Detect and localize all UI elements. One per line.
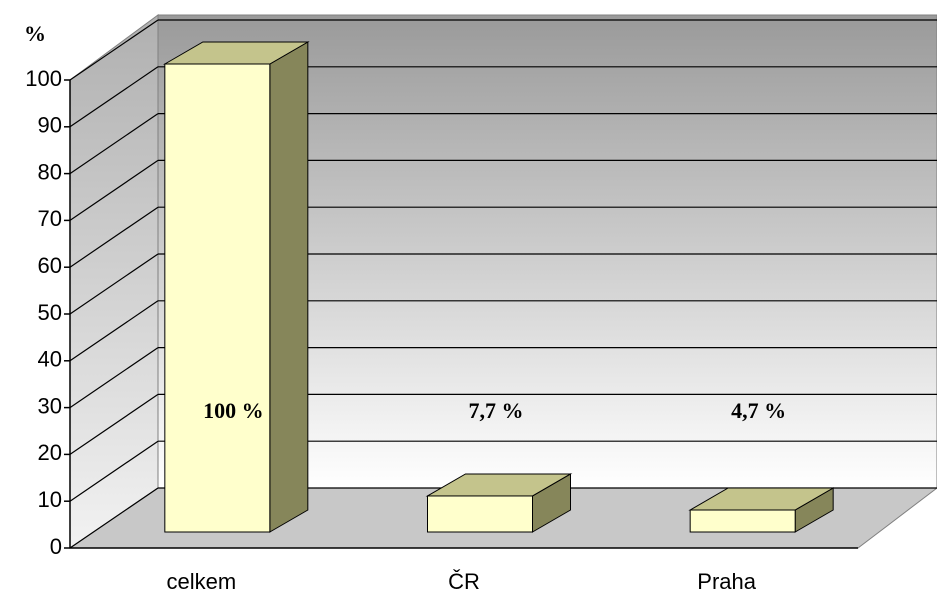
grid-line bbox=[69, 347, 159, 409]
bar bbox=[164, 63, 271, 533]
y-tick-label: 100 bbox=[25, 66, 62, 91]
y-tick-label: 30 bbox=[38, 393, 62, 418]
grid-line bbox=[69, 440, 159, 502]
bar bbox=[427, 495, 533, 533]
grid-line bbox=[69, 19, 159, 81]
y-tick-label: 40 bbox=[38, 347, 62, 372]
value-label: 100 % bbox=[203, 398, 264, 423]
y-tick-label: 90 bbox=[38, 113, 62, 138]
y-tick-label: 60 bbox=[38, 253, 62, 278]
y-tick-label: 80 bbox=[38, 159, 62, 184]
y-tick-label: 0 bbox=[50, 534, 62, 559]
y-tick-label: 70 bbox=[38, 206, 62, 231]
x-tick-label: Praha bbox=[697, 569, 756, 594]
grid-line bbox=[69, 487, 159, 549]
y-tick-label: 10 bbox=[38, 487, 62, 512]
value-label: 4,7 % bbox=[731, 398, 786, 423]
grid-line bbox=[69, 113, 159, 175]
grid-line bbox=[69, 206, 159, 268]
y-tick-label: 20 bbox=[38, 440, 62, 465]
bar-side bbox=[269, 41, 309, 533]
bar bbox=[689, 509, 796, 533]
grid-line bbox=[69, 66, 159, 128]
y-tick-label: 50 bbox=[38, 300, 62, 325]
x-tick-label: celkem bbox=[166, 569, 236, 594]
y-axis-label: % bbox=[24, 21, 46, 46]
grid-line bbox=[69, 393, 159, 455]
grid-line bbox=[69, 253, 159, 315]
grid-line bbox=[69, 159, 159, 221]
side-wall bbox=[69, 14, 159, 549]
grid-line bbox=[69, 300, 159, 362]
value-label: 7,7 % bbox=[469, 398, 524, 423]
x-tick-label: ČR bbox=[448, 569, 480, 594]
